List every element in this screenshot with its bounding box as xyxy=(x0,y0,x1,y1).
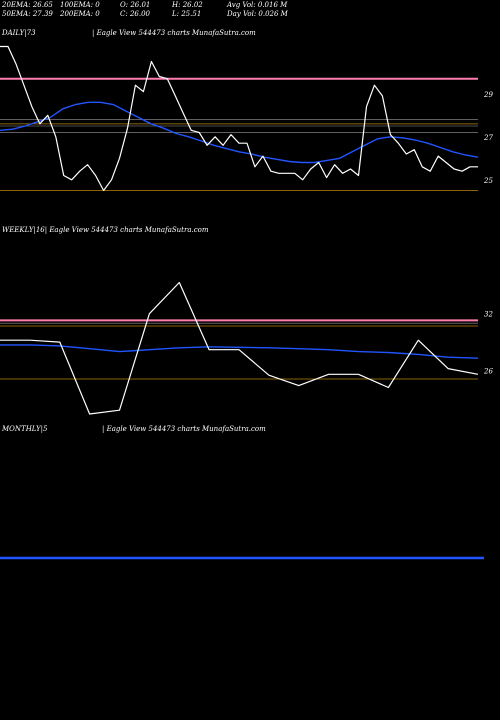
weekly-ema-line xyxy=(0,344,479,359)
close-value: C: 26.00 xyxy=(120,10,150,18)
ema200-value: 200EMA: 0 xyxy=(60,10,100,18)
daily-tick-label-29: 29 xyxy=(483,91,493,99)
avg-vol-value: Avg Vol: 0.016 M xyxy=(227,1,288,9)
low-value: L: 25.51 xyxy=(172,10,202,18)
monthly-panel-label: MONTHLY|5 xyxy=(2,425,48,433)
daily-panel-brand: | Eagle View 544473 charts MunafaSutra.c… xyxy=(92,29,256,37)
ema50-value: 50EMA: 27.39 xyxy=(2,10,53,18)
daily-tick-label-27: 27 xyxy=(483,134,493,142)
daily-ema-line xyxy=(0,101,479,164)
ema100-value: 100EMA: 0 xyxy=(60,1,100,9)
day-vol-value: Day Vol: 0.026 M xyxy=(227,10,288,18)
open-value: O: 26.01 xyxy=(120,1,151,9)
weekly-price-line xyxy=(0,281,479,415)
high-value: H: 26.02 xyxy=(172,1,203,9)
weekly-panel-label: WEEKLY|16| Eagle View 544473 charts Muna… xyxy=(2,226,209,234)
daily-price-line xyxy=(0,45,478,192)
daily-panel-label: DAILY|73 xyxy=(2,29,36,37)
ema20-value: 20EMA: 26.65 xyxy=(2,1,53,9)
weekly-tick-label-26: 26 xyxy=(483,367,493,375)
monthly-panel-brand: | Eagle View 544473 charts MunafaSutra.c… xyxy=(102,425,266,433)
daily-tick-label-25: 25 xyxy=(483,177,493,185)
weekly-tick-label-32: 32 xyxy=(484,311,493,319)
